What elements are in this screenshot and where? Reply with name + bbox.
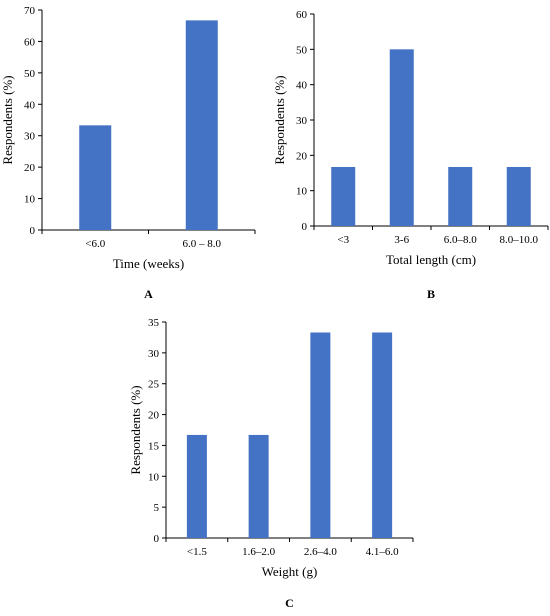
y-tick-label: 40 — [24, 99, 36, 111]
y-tick-label: 40 — [296, 80, 308, 92]
y-tick-label: 15 — [148, 440, 160, 452]
bar-1 — [186, 434, 207, 538]
y-tick-label: 0 — [154, 533, 160, 545]
y-tick-label: 10 — [24, 194, 36, 206]
chart-panel-c: 0 5 10 15 20 25 30 35 <1.5 1.6–2.0 2.6–4.0 4.1–6.0 W… — [128, 317, 414, 610]
y-tick-label: 20 — [296, 150, 308, 162]
x-tick-label: <1.5 — [187, 546, 207, 558]
x-tick-label: 1.6–2.0 — [242, 546, 276, 558]
bar-2 — [185, 20, 218, 230]
y-tick-label: 50 — [296, 44, 308, 56]
x-tick-label: <3 — [337, 234, 349, 246]
y-axis-title: Respondents (%) — [0, 75, 15, 164]
y-tick-label: 60 — [296, 9, 308, 21]
x-axis-title: Weight (g) — [262, 564, 318, 579]
y-axis-title: Respondents (%) — [272, 75, 287, 164]
x-tick-label: 4.1–6.0 — [366, 546, 400, 558]
x-tick-label: 8.0–10.0 — [500, 234, 539, 246]
y-tick-label: 20 — [148, 410, 160, 422]
x-tick-label: 6.0–8.0 — [444, 234, 478, 246]
x-tick-label: 6.0 – 8.0 — [183, 238, 222, 250]
x-tick-label: 3-6 — [394, 234, 409, 246]
y-tick-label: 10 — [296, 186, 308, 198]
y-tick-label: 50 — [24, 68, 36, 80]
bar-4 — [372, 332, 393, 538]
x-tick-label: 2.6–4.0 — [304, 546, 338, 558]
x-axis-title: Time (weeks) — [113, 256, 184, 271]
bar-4 — [506, 166, 531, 226]
chart-panel-a: 0 10 20 30 40 50 60 70 <6.0 6.0 – 8.0 Time (weeks)… — [0, 5, 256, 301]
bar-1 — [331, 166, 356, 226]
y-tick-label: 10 — [148, 471, 160, 483]
panel-label: C — [285, 596, 294, 610]
bar-3 — [448, 166, 473, 226]
x-tick-label: <6.0 — [85, 238, 105, 250]
x-axis-title: Total length (cm) — [386, 252, 476, 267]
y-tick-label: 35 — [148, 317, 160, 329]
panel-label: B — [427, 287, 435, 301]
bar-3 — [310, 332, 331, 538]
bar-2 — [248, 434, 269, 538]
y-tick-label: 20 — [24, 162, 36, 174]
y-tick-label: 25 — [148, 379, 160, 391]
y-tick-label: 30 — [24, 131, 36, 143]
y-tick-label: 5 — [154, 502, 160, 514]
bar-2 — [389, 49, 414, 227]
panel-label: A — [144, 287, 153, 301]
y-tick-label: 0 — [302, 221, 308, 233]
bar-1 — [79, 125, 112, 230]
y-tick-label: 0 — [30, 225, 36, 237]
y-tick-label: 30 — [148, 348, 160, 360]
y-tick-label: 30 — [296, 115, 308, 127]
y-axis-title: Respondents (%) — [128, 385, 143, 474]
y-tick-label: 60 — [24, 36, 36, 48]
y-tick-label: 70 — [24, 5, 36, 17]
chart-panel-b: 0 10 20 30 40 50 60 <3 3-6 6.0–8.0 8.0–10.0 Total l… — [272, 9, 549, 301]
